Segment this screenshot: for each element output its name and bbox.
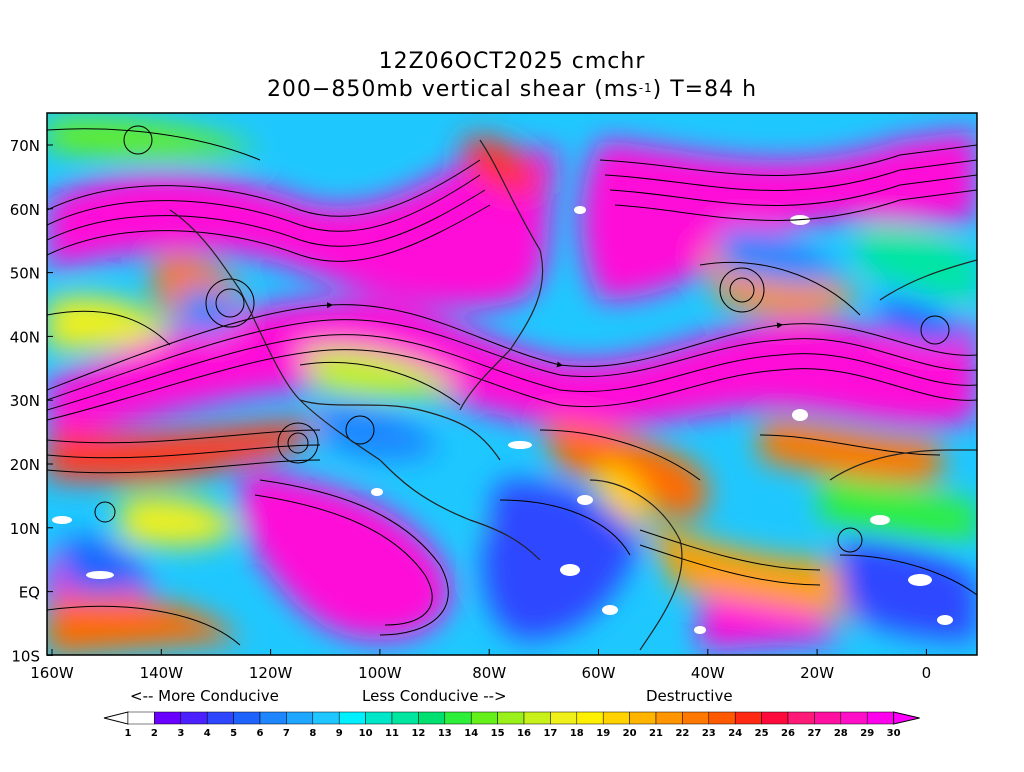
lat-label: 70N [10, 137, 40, 155]
subtitle-prefix: 200−850mb vertical shear (ms [266, 77, 639, 102]
lat-label: 40N [10, 328, 40, 346]
legend-destructive: Destructive [646, 687, 733, 705]
colorbar-tick-label: 1 [125, 728, 132, 739]
colorbar-tick-label: 11 [385, 728, 399, 739]
colorbar-swatch [391, 711, 419, 725]
colorbar-swatch [866, 711, 894, 725]
lon-label: 80W [472, 664, 506, 682]
colorbar-swatch [523, 711, 551, 725]
colorbar-swatch [365, 711, 393, 725]
lon-label: 60W [582, 664, 616, 682]
subtitle-unit-exponent: -1 [638, 81, 653, 95]
colorbar-tick-label: 3 [177, 728, 184, 739]
colorbar-tick-label: 5 [230, 728, 237, 739]
longitude-axis: 160W 140W 120W 100W 80W 60W 40W 20W 0 [30, 649, 931, 682]
lat-label: 50N [10, 265, 40, 283]
colorbar-swatch [338, 711, 366, 725]
colorbar-tick-label: 28 [834, 728, 848, 739]
subtitle-suffix: ) T=84 h [652, 77, 758, 102]
lon-label: 120W [249, 664, 293, 682]
colorbar: 1 2 3 4 5 6 7 8 9 10 11 12 13 14 15 16 17 18 19 20 21 22 23 24 2… [103, 711, 920, 739]
legend-less-conducive: Less Conducive --> [362, 687, 507, 705]
colorbar-swatch [127, 711, 155, 725]
low-shear-specks [52, 206, 953, 634]
colorbar-swatch [154, 711, 182, 725]
colorbar-swatch [470, 711, 498, 725]
legend-more-conducive: <-- More Conducive [130, 687, 279, 705]
colorbar-tick-label: 21 [649, 728, 663, 739]
lat-label: EQ [19, 584, 40, 602]
colorbar-swatch [734, 711, 762, 725]
colorbar-swatch [708, 711, 736, 725]
colorbar-swatch [655, 711, 683, 725]
latitude-axis: 70N 60N 50N 40N 30N 20N 10N EQ 10S [10, 137, 53, 665]
colorbar-tick-label: 2 [151, 728, 158, 739]
colorbar-swatch [206, 711, 234, 725]
colorbar-swatch [761, 711, 789, 725]
colorbar-tick-label: 4 [204, 728, 211, 739]
shear-field [47, 113, 977, 655]
lat-label: 30N [10, 392, 40, 410]
coastlines [169, 139, 977, 651]
colorbar-swatch [233, 711, 261, 725]
colorbar-tick-label: 22 [675, 728, 689, 739]
colorbar-tick-label: 20 [623, 728, 637, 739]
lon-label: 100W [358, 664, 402, 682]
colorbar-swatch [286, 711, 314, 725]
colorbar-swatch [576, 711, 604, 725]
colorbar-tick-label: 13 [438, 728, 452, 739]
colorbar-tick-label: 10 [359, 728, 373, 739]
colorbar-tick-label: 30 [887, 728, 901, 739]
colorbar-swatch [787, 711, 815, 725]
colorbar-tick-label: 24 [728, 728, 742, 739]
colorbar-tick-label: 9 [336, 728, 343, 739]
colorbar-under-triangle [103, 711, 129, 725]
lon-label: 160W [30, 664, 74, 682]
lon-label: 40W [691, 664, 725, 682]
colorbar-swatch [444, 711, 472, 725]
colorbar-swatch [259, 711, 287, 725]
colorbar-tick-label: 27 [807, 728, 821, 739]
colorbar-tick-label: 15 [491, 728, 505, 739]
colorbar-tick-label: 25 [755, 728, 769, 739]
colorbar-swatch [602, 711, 630, 725]
colorbar-tick-label: 16 [517, 728, 531, 739]
colorbar-swatch [418, 711, 446, 725]
colorbar-tick-label: 14 [464, 728, 478, 739]
colorbar-swatch [497, 711, 525, 725]
colorbar-tick-label: 6 [257, 728, 264, 739]
lat-label: 10S [11, 647, 40, 665]
colorbar-swatch [814, 711, 842, 725]
lon-label: 140W [140, 664, 184, 682]
lat-label: 20N [10, 456, 40, 474]
map-frame [46, 112, 978, 656]
map-subtitle: 200−850mb vertical shear (ms-1) T=84 h [0, 78, 1024, 102]
colorbar-swatch [840, 711, 868, 725]
lat-label: 60N [10, 201, 40, 219]
colorbar-tick-label: 12 [411, 728, 425, 739]
colorbar-swatch [682, 711, 710, 725]
colorbar-swatch [312, 711, 340, 725]
colorbar-swatch [550, 711, 578, 725]
colorbar-swatch [629, 711, 657, 725]
colorbar-over-triangle [893, 711, 920, 725]
streamlines [47, 125, 977, 646]
colorbar-tick-label: 7 [283, 728, 290, 739]
colorbar-tick-label: 17 [543, 728, 557, 739]
colorbar-tick-label: 26 [781, 728, 795, 739]
colorbar-tick-label: 19 [596, 728, 610, 739]
colorbar-swatch [180, 711, 208, 725]
lon-label: 20W [800, 664, 834, 682]
lon-label: 0 [922, 664, 932, 682]
colorbar-tick-label: 18 [570, 728, 584, 739]
lat-label: 10N [10, 520, 40, 538]
colorbar-tick-label: 29 [860, 728, 874, 739]
colorbar-tick-label: 23 [702, 728, 716, 739]
map-title: 12Z06OCT2025 cmchr [378, 49, 646, 74]
colorbar-tick-label: 8 [309, 728, 316, 739]
